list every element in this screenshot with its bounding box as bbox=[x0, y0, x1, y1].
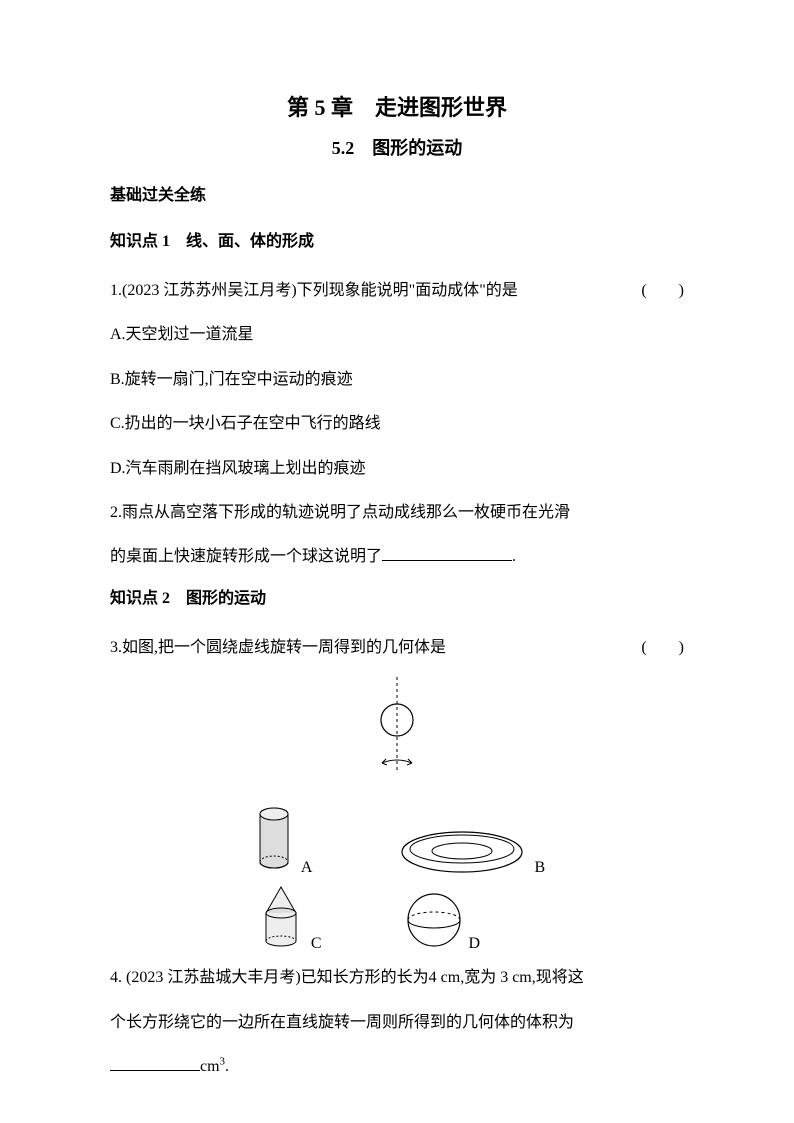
q3-option-a-item: A bbox=[249, 802, 313, 877]
q3-option-c-item: C bbox=[254, 883, 322, 953]
cone-cylinder-icon bbox=[254, 883, 309, 953]
q4-line1: 4. (2023 江苏盐城大丰月考)已知长方形的长为4 cm,宽为 3 cm,现… bbox=[110, 959, 684, 997]
chapter-title: 第 5 章 走进图形世界 bbox=[110, 90, 684, 122]
cylinder-icon bbox=[249, 802, 299, 877]
q3-option-d-item: D bbox=[402, 883, 481, 953]
knowledge-point-2: 知识点 2 图形的运动 bbox=[110, 583, 684, 615]
q2-line1: 2.雨点从高空落下形成的轨迹说明了点动成线那么一枚硬币在光滑 bbox=[110, 494, 684, 532]
q1-option-b: B.旋转一扇门,门在空中运动的痕迹 bbox=[110, 361, 684, 399]
q2-line2: 的桌面上快速旋转形成一个球这说明了. bbox=[110, 538, 684, 576]
q3-label-c: C bbox=[311, 935, 322, 953]
circle-rotation-figure bbox=[357, 675, 437, 785]
q3-label-a: A bbox=[301, 859, 313, 877]
q3-label-d: D bbox=[469, 935, 481, 953]
section-title: 5.2 图形的运动 bbox=[110, 134, 684, 160]
q3-label-b: B bbox=[534, 859, 545, 877]
q4-blank bbox=[110, 1055, 200, 1071]
q3-text: 3.如图,把一个圆绕虚线旋转一周得到的几何体是 bbox=[110, 639, 446, 656]
q1-paren: ( ) bbox=[641, 272, 684, 310]
question-1-stem: 1.(2023 江苏苏州吴江月考)下列现象能说明"面动成体"的是 ( ) bbox=[110, 272, 684, 310]
q2-blank bbox=[382, 545, 512, 561]
q3-options-row2: C D bbox=[110, 883, 684, 953]
q4-unit: cm bbox=[200, 1058, 220, 1075]
q2-line2a: 的桌面上快速旋转形成一个球这说明了 bbox=[110, 548, 382, 565]
q1-option-a: A.天空划过一道流星 bbox=[110, 316, 684, 354]
sphere-icon bbox=[402, 888, 467, 953]
q1-text: 1.(2023 江苏苏州吴江月考)下列现象能说明"面动成体"的是 bbox=[110, 282, 518, 299]
q1-option-c: C.扔出的一块小石子在空中飞行的路线 bbox=[110, 405, 684, 443]
knowledge-point-1: 知识点 1 线、面、体的形成 bbox=[110, 226, 684, 258]
question-3-stem: 3.如图,把一个圆绕虚线旋转一周得到的几何体是 ( ) bbox=[110, 629, 684, 667]
q3-option-b-item: B bbox=[392, 802, 545, 877]
q1-option-d: D.汽车雨刷在挡风玻璃上划出的痕迹 bbox=[110, 450, 684, 488]
q4-line3: cm3. bbox=[110, 1048, 684, 1086]
q4-period: . bbox=[225, 1058, 229, 1075]
q3-main-figure bbox=[110, 675, 684, 790]
q4-line2: 个长方形绕它的一边所在直线旋转一周则所得到的几何体的体积为 bbox=[110, 1004, 684, 1042]
torus-icon bbox=[392, 822, 532, 877]
q3-paren: ( ) bbox=[641, 629, 684, 667]
q3-options-row1: A B bbox=[110, 802, 684, 877]
q2-period: . bbox=[512, 548, 516, 565]
practice-heading: 基础过关全练 bbox=[110, 180, 684, 212]
